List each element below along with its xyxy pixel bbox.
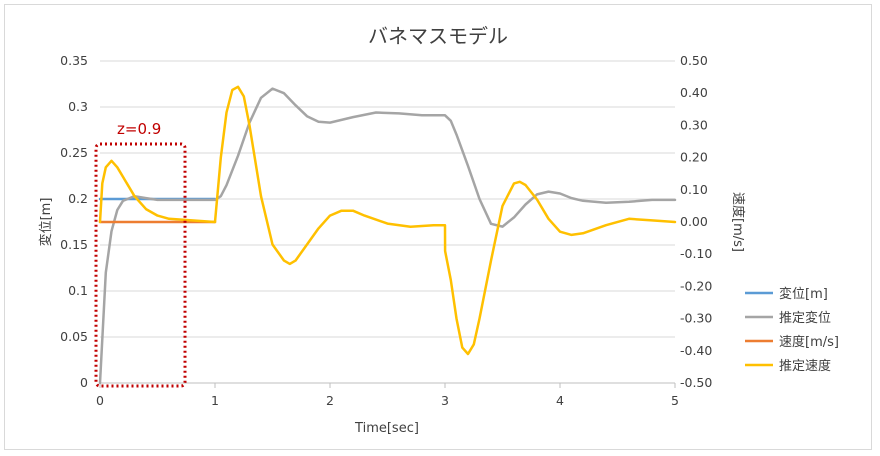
legend-label: 推定変位 [779,310,831,326]
y-right-tick-label: -0.50 [680,375,712,390]
annotation-box [94,142,187,388]
legend-label: 変位[m] [779,286,828,302]
legend-label: 推定速度 [779,358,831,374]
y-right-tick-label: -0.10 [680,246,712,261]
y-right-tick-label: 0.50 [680,53,708,68]
y-left-tick-label: 0.2 [68,191,88,206]
y-left-tick-label: 0.1 [68,283,88,298]
y-right-tick-label: -0.40 [680,343,712,358]
chart-frame [4,4,872,450]
y-left-tick-label: 0 [80,375,88,390]
y-right-tick-label: 0.20 [680,150,708,165]
y-right-axis-title: 速度[m/s] [730,192,746,252]
series-line [98,85,677,356]
x-tick-label: 0 [96,393,104,408]
y-right-tick-label: 0.10 [680,182,708,197]
x-tick-label: 5 [671,393,679,408]
x-tick-label: 1 [211,393,219,408]
annotation-label: z=0.9 [117,120,161,138]
y-left-tick-label: 0.25 [60,145,88,160]
axes: 0 0.05 0.1 0.15 0.2 0.25 0.3 0.35 -0.50 -0.40 -0.3… [60,53,712,408]
x-axis-title: Time[sec] [354,421,419,436]
y-left-axis-title: 変位[m] [38,198,54,247]
y-right-tick-label: -0.30 [680,311,712,326]
x-tick-label: 3 [441,393,449,408]
series-lines [98,85,677,385]
legend-label: 速度[m/s] [779,334,839,350]
y-right-tick-label: 0.30 [680,117,708,132]
y-left-tick-label: 0.3 [68,99,88,114]
gridlines [100,60,675,338]
x-tick-label: 2 [326,393,334,408]
y-left-tick-label: 0.05 [60,329,88,344]
y-right-tick-label: 0.40 [680,85,708,100]
annotation-group: z=0.9 [94,120,187,388]
y-right-tick-label: -0.20 [680,278,712,293]
series-line [98,87,677,385]
x-tick-label: 4 [556,393,564,408]
y-left-tick-label: 0.15 [60,237,88,252]
chart-title: バネマスモデル [368,24,508,48]
y-right-tick-label: 0.00 [680,214,708,229]
y-left-tick-label: 0.35 [60,53,88,68]
